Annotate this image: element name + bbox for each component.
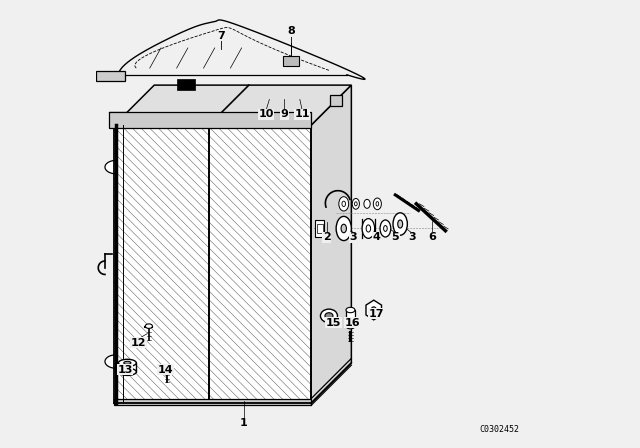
Ellipse shape <box>362 219 374 238</box>
Ellipse shape <box>325 313 333 319</box>
Ellipse shape <box>380 220 391 237</box>
Ellipse shape <box>118 368 136 375</box>
Text: 13: 13 <box>117 365 133 375</box>
Ellipse shape <box>383 226 387 231</box>
Ellipse shape <box>346 323 355 329</box>
Ellipse shape <box>393 213 408 235</box>
Bar <box>315 220 324 237</box>
Ellipse shape <box>364 199 370 208</box>
Bar <box>114 125 311 403</box>
Polygon shape <box>366 300 381 320</box>
Ellipse shape <box>164 367 169 372</box>
Bar <box>346 310 355 326</box>
Bar <box>283 56 299 66</box>
Text: 7: 7 <box>218 31 225 41</box>
Ellipse shape <box>346 307 355 313</box>
Polygon shape <box>311 85 351 403</box>
Polygon shape <box>105 355 116 368</box>
Text: 9: 9 <box>280 109 288 119</box>
Text: 3: 3 <box>350 233 357 242</box>
Text: 17: 17 <box>368 309 384 319</box>
Ellipse shape <box>336 216 351 241</box>
Text: 12: 12 <box>131 338 147 348</box>
Bar <box>96 71 125 81</box>
Text: 16: 16 <box>344 318 360 327</box>
Ellipse shape <box>161 365 172 374</box>
Text: 2: 2 <box>323 233 331 242</box>
Ellipse shape <box>341 224 346 233</box>
Text: 1: 1 <box>240 418 248 428</box>
Ellipse shape <box>118 359 136 366</box>
Text: 15: 15 <box>326 318 341 327</box>
Ellipse shape <box>366 225 371 232</box>
Ellipse shape <box>371 307 376 313</box>
Bar <box>114 399 311 405</box>
Bar <box>317 224 323 233</box>
Bar <box>177 79 195 90</box>
Text: 6: 6 <box>428 233 436 242</box>
Bar <box>330 95 342 106</box>
Text: 4: 4 <box>372 233 380 242</box>
Ellipse shape <box>124 361 131 365</box>
Polygon shape <box>114 85 351 125</box>
Bar <box>114 125 311 403</box>
Ellipse shape <box>145 324 152 328</box>
Ellipse shape <box>352 198 360 209</box>
Text: 14: 14 <box>157 365 173 375</box>
Bar <box>109 112 311 128</box>
Ellipse shape <box>321 309 337 323</box>
Text: 5: 5 <box>392 233 399 242</box>
Text: 10: 10 <box>259 109 274 119</box>
Polygon shape <box>105 160 116 174</box>
Ellipse shape <box>355 202 357 206</box>
Ellipse shape <box>373 198 381 210</box>
Ellipse shape <box>342 201 346 207</box>
Text: 11: 11 <box>294 109 310 119</box>
Text: 8: 8 <box>287 26 295 36</box>
Ellipse shape <box>397 220 403 228</box>
Ellipse shape <box>376 202 379 206</box>
Text: 3: 3 <box>408 233 415 242</box>
Text: C0302452: C0302452 <box>479 425 519 434</box>
Ellipse shape <box>339 197 349 211</box>
